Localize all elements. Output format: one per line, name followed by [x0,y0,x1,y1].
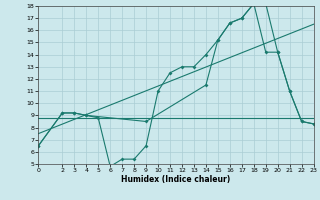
X-axis label: Humidex (Indice chaleur): Humidex (Indice chaleur) [121,175,231,184]
